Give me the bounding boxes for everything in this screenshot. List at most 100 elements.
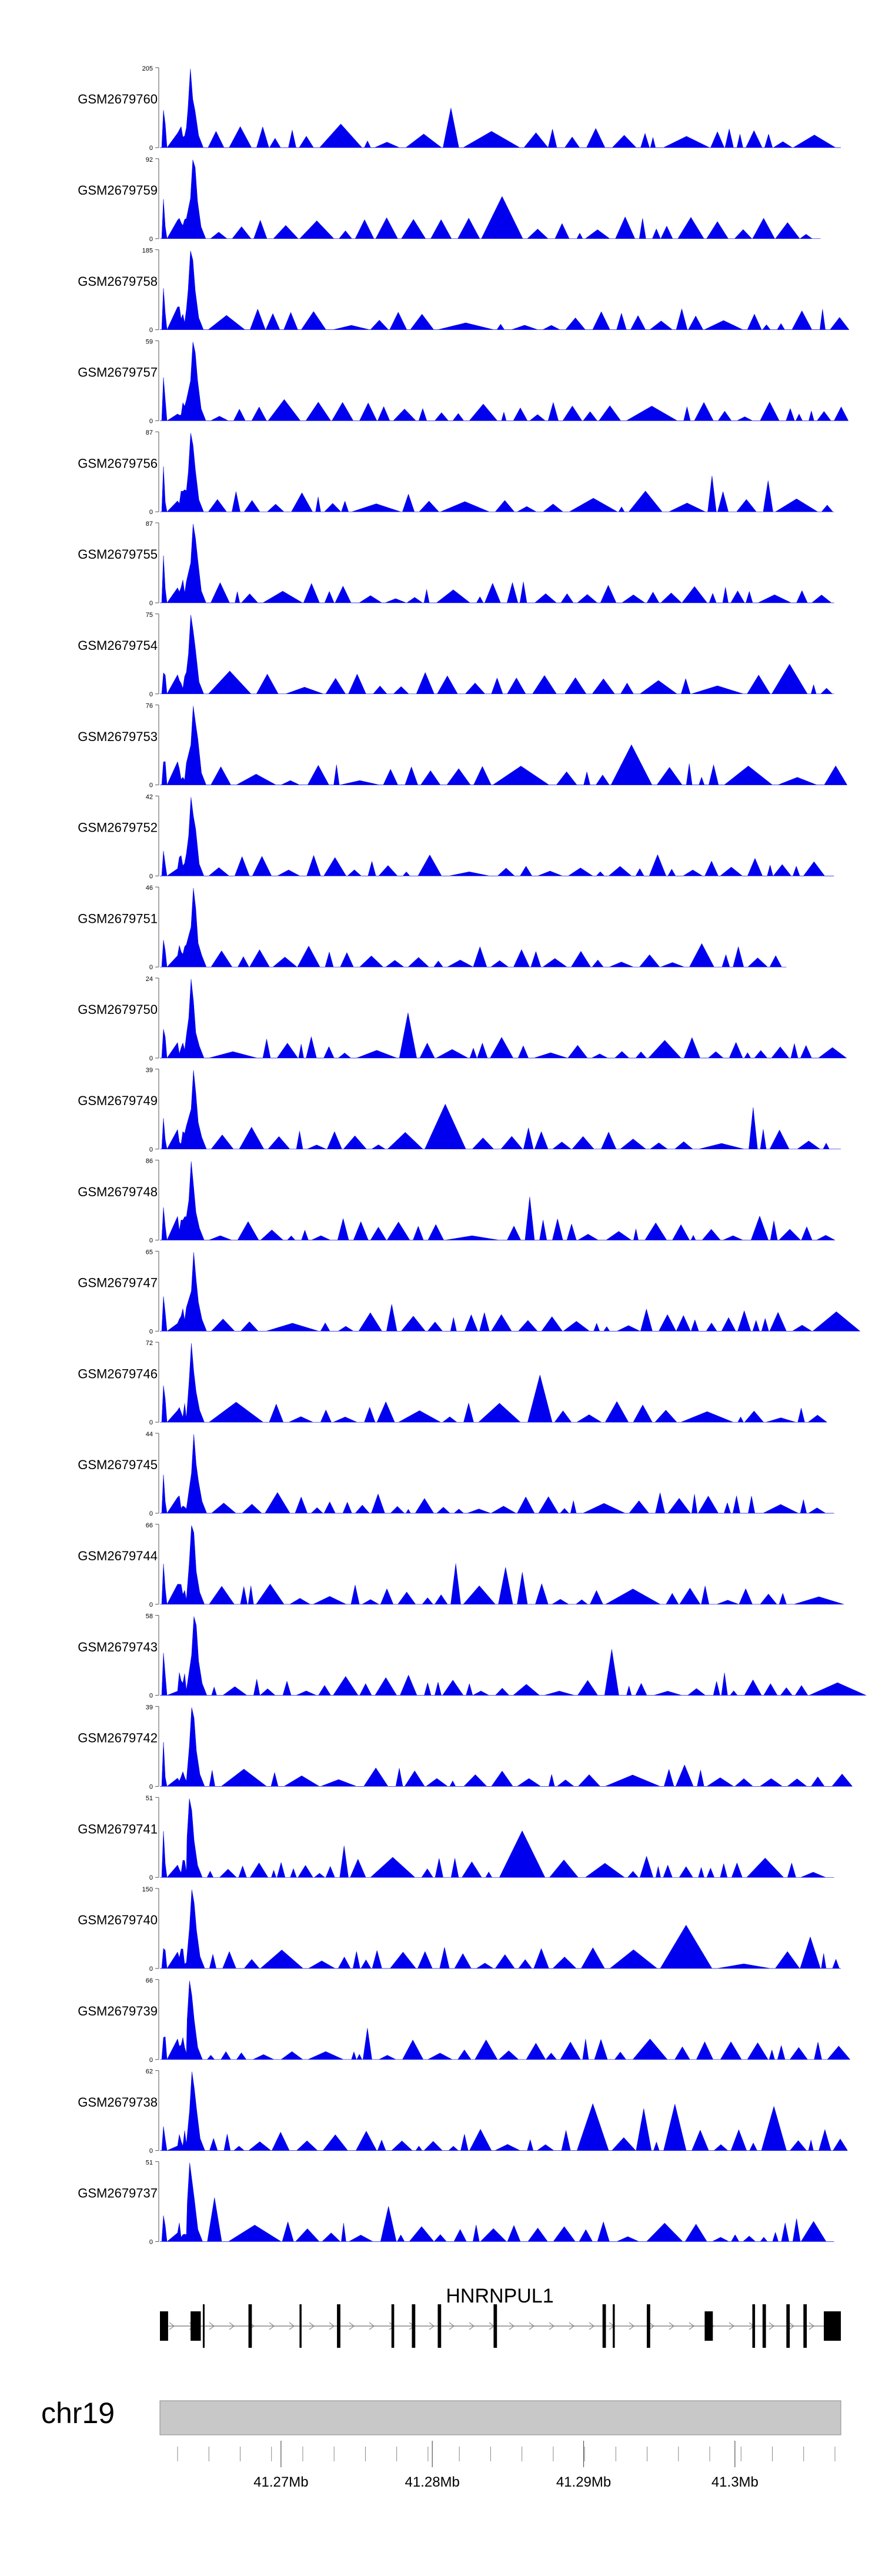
gene-exon — [602, 2304, 606, 2348]
track-GSM2679753: GSM2679753 76 0 — [78, 703, 848, 789]
track-GSM2679741: GSM2679741 51 0 — [78, 1795, 834, 1881]
strand-arrow — [169, 2322, 175, 2330]
track-GSM2679756: GSM2679756 87 0 — [78, 429, 834, 516]
y-max-label: 66 — [146, 1522, 153, 1529]
coverage-area — [160, 1889, 841, 1969]
coverage-area — [160, 1525, 844, 1605]
track-label: GSM2679755 — [78, 547, 158, 562]
y-min-label: 0 — [149, 236, 153, 243]
track-GSM2679742: GSM2679742 39 0 — [78, 1704, 853, 1790]
y-max-label: 66 — [146, 1977, 153, 1984]
y-min-label: 0 — [149, 418, 153, 425]
strand-arrow — [329, 2322, 335, 2330]
track-label: GSM2679741 — [78, 1821, 158, 1836]
gene-exon — [160, 2311, 168, 2341]
track-GSM2679747: GSM2679747 65 0 — [78, 1249, 861, 1335]
track-GSM2679746: GSM2679746 72 0 — [78, 1340, 828, 1426]
y-min-label: 0 — [149, 1055, 153, 1062]
gene-exon — [437, 2304, 442, 2348]
track-GSM2679754: GSM2679754 75 0 — [78, 612, 834, 698]
y-min-label: 0 — [149, 1510, 153, 1517]
y-min-label: 0 — [149, 873, 153, 880]
gene-name-label: HNRNPUL1 — [446, 2285, 553, 2307]
coverage-area — [160, 1070, 841, 1150]
track-GSM2679748: GSM2679748 86 0 — [78, 1158, 836, 1244]
track-GSM2679751: GSM2679751 46 0 — [78, 885, 787, 971]
strand-arrow — [789, 2322, 794, 2330]
coverage-tracks: GSM2679760 205 0 GSM2679759 92 0 GSM2679758 185… — [78, 65, 867, 2245]
strand-arrow — [349, 2322, 355, 2330]
y-max-label: 150 — [142, 1886, 153, 1893]
track-label: GSM2679746 — [78, 1366, 158, 1381]
track-GSM2679738: GSM2679738 62 0 — [78, 2068, 848, 2155]
strand-arrow — [569, 2322, 574, 2330]
genome-axis: chr19 41.27Mb 41.28Mb 41.29Mb 41.3Mb — [41, 2397, 841, 2490]
gene-exon — [803, 2304, 807, 2348]
track-GSM2679759: GSM2679759 92 0 — [78, 156, 821, 243]
track-GSM2679750: GSM2679750 24 0 — [78, 976, 847, 1062]
coverage-area — [160, 2071, 848, 2151]
y-max-label: 39 — [146, 1067, 153, 1074]
strand-arrow — [629, 2322, 634, 2330]
track-GSM2679760: GSM2679760 205 0 — [78, 65, 841, 152]
y-min-label: 0 — [149, 2148, 153, 2155]
y-max-label: 51 — [146, 2159, 153, 2166]
track-label: GSM2679756 — [78, 456, 158, 471]
axis-tick-label: 41.29Mb — [556, 2474, 611, 2490]
chromosome-ideogram — [159, 2400, 841, 2435]
track-label: GSM2679760 — [78, 92, 158, 106]
y-max-label: 44 — [146, 1431, 153, 1438]
y-max-label: 86 — [146, 1158, 153, 1165]
track-GSM2679758: GSM2679758 185 0 — [78, 248, 850, 334]
coverage-area — [160, 1161, 836, 1241]
track-label: GSM2679751 — [78, 911, 158, 926]
gene-exon — [824, 2311, 841, 2341]
strand-arrow — [289, 2322, 295, 2330]
y-min-label: 0 — [149, 327, 153, 334]
coverage-area — [160, 1798, 834, 1878]
track-GSM2679743: GSM2679743 58 0 — [78, 1613, 867, 1700]
track-GSM2679752: GSM2679752 42 0 — [78, 793, 834, 880]
y-min-label: 0 — [149, 691, 153, 698]
coverage-area — [160, 2163, 834, 2242]
gene-exon — [248, 2304, 252, 2348]
track-label: GSM2679759 — [78, 183, 158, 198]
gene-exon — [786, 2304, 790, 2348]
track-GSM2679755: GSM2679755 87 0 — [78, 520, 834, 607]
strand-arrow — [549, 2322, 554, 2330]
track-label: GSM2679743 — [78, 1640, 158, 1654]
axis-tick-label: 41.27Mb — [253, 2474, 308, 2490]
strand-arrow — [769, 2322, 774, 2330]
track-label: GSM2679745 — [78, 1457, 158, 1472]
strand-arrow — [369, 2322, 375, 2330]
track-label: GSM2679749 — [78, 1093, 158, 1108]
y-min-label: 0 — [149, 2238, 153, 2245]
axis-tick-label: 41.3Mb — [711, 2474, 759, 2490]
gene-exon — [613, 2304, 615, 2348]
coverage-area — [160, 523, 834, 603]
track-label: GSM2679744 — [78, 1549, 158, 1563]
gene-exon — [752, 2304, 756, 2348]
strand-arrow — [729, 2322, 734, 2330]
y-min-label: 0 — [149, 1693, 153, 1700]
track-label: GSM2679739 — [78, 2004, 158, 2018]
coverage-area — [160, 433, 834, 512]
track-GSM2679740: GSM2679740 150 0 — [78, 1886, 841, 1973]
y-max-label: 62 — [146, 2068, 153, 2076]
y-min-label: 0 — [149, 782, 153, 789]
gene-exon — [299, 2304, 302, 2348]
coverage-area — [160, 979, 847, 1059]
track-label: GSM2679747 — [78, 1276, 158, 1290]
y-max-label: 58 — [146, 1613, 153, 1620]
strand-arrow — [309, 2322, 315, 2330]
coverage-area — [160, 706, 848, 785]
track-label: GSM2679753 — [78, 729, 158, 744]
coverage-area — [160, 615, 834, 695]
y-min-label: 0 — [149, 600, 153, 607]
track-GSM2679745: GSM2679745 44 0 — [78, 1431, 834, 1517]
track-GSM2679737: GSM2679737 51 0 — [78, 2159, 834, 2245]
track-GSM2679744: GSM2679744 66 0 — [78, 1522, 844, 1609]
track-GSM2679739: GSM2679739 66 0 — [78, 1977, 851, 2064]
coverage-area — [160, 1980, 851, 2060]
strand-arrow — [429, 2322, 435, 2330]
